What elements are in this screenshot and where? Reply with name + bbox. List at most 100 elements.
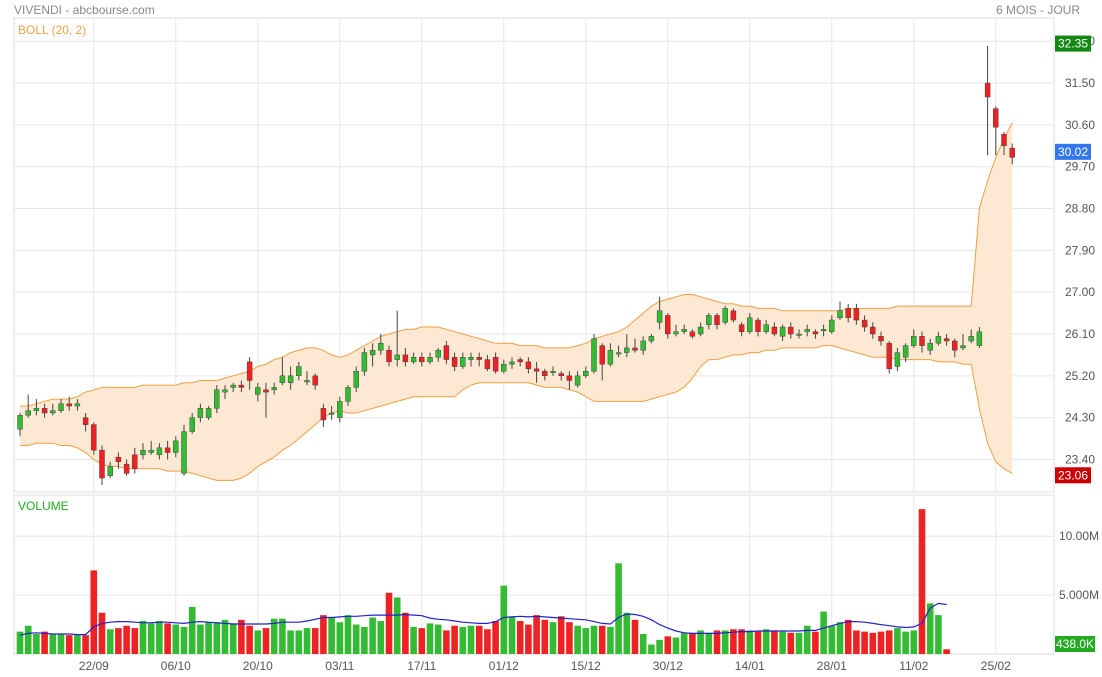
volume-bar (533, 615, 540, 654)
candle-body (33, 408, 40, 411)
volume-bar (639, 633, 647, 654)
candle-body (353, 370, 359, 388)
candle-body (1001, 133, 1007, 146)
volume-bar (754, 631, 762, 654)
price-tick-label: 27.00 (1065, 285, 1095, 299)
volume-bar (631, 619, 639, 654)
volume-bar (943, 649, 950, 654)
candle-body (697, 326, 704, 335)
volume-bar (139, 621, 147, 654)
last-price-tag: 30.02 (1058, 145, 1088, 159)
candle-body (197, 408, 204, 418)
volume-bar (344, 615, 352, 654)
volume-bar (721, 630, 729, 654)
candle-body (870, 326, 876, 335)
candle-body (681, 329, 687, 332)
price-tick-label: 31.50 (1065, 76, 1095, 90)
candle-body (968, 336, 974, 342)
candle-body (615, 352, 622, 355)
candle-body (747, 317, 753, 332)
candle-body (476, 357, 482, 360)
candle-body (386, 350, 392, 363)
candle-body (689, 331, 696, 337)
candle-body (140, 449, 146, 456)
chart-title: VIVENDI - abcbourse.com (14, 3, 155, 17)
candle-body (861, 319, 868, 328)
candle-body (665, 315, 671, 335)
volume-bar (541, 619, 549, 654)
volume-bar (516, 621, 524, 654)
candle-body (517, 359, 523, 363)
volume-bar (738, 629, 745, 654)
volume-bar (90, 570, 98, 654)
volume-bar (607, 626, 614, 654)
candle-body (894, 352, 901, 367)
candle-body (911, 336, 917, 346)
volume-bar (877, 631, 885, 654)
candle-body (410, 357, 417, 363)
candle-body (935, 336, 942, 344)
candle-body (624, 347, 630, 353)
candle-body (246, 361, 253, 381)
volume-bar (98, 612, 106, 654)
x-tick-label: 30/12 (653, 659, 683, 673)
x-tick-label: 28/01 (817, 659, 847, 673)
volume-bar (115, 628, 122, 654)
candle-body (123, 463, 130, 474)
candle-body (820, 329, 827, 332)
candle-body (50, 410, 56, 414)
candle-body (148, 449, 154, 453)
volume-bar (221, 619, 229, 654)
candle-body (796, 333, 802, 336)
candle-body (238, 384, 245, 388)
candle-body (271, 387, 277, 390)
volume-bar (131, 628, 139, 654)
candle-body (435, 350, 441, 358)
volume-bar (861, 631, 868, 654)
candle-body (255, 387, 261, 395)
candle-body (173, 440, 179, 453)
candle-body (632, 347, 638, 351)
volume-bar (869, 632, 877, 654)
volume-bar (566, 622, 573, 654)
volume-bar (197, 624, 204, 654)
candle-body (788, 326, 794, 335)
volume-bar (803, 625, 811, 654)
candle-body (345, 387, 351, 402)
volume-bar (156, 621, 163, 654)
volume-bar (844, 619, 852, 654)
candle-body (927, 343, 933, 351)
volume-bar (582, 628, 590, 654)
candle-body (296, 366, 302, 377)
volume-bar (492, 621, 499, 654)
volume-bar (590, 625, 598, 654)
period-label: 6 MOIS - JOUR (995, 3, 1080, 17)
volume-bar (467, 625, 475, 654)
candle-body (91, 424, 97, 451)
volume-bar (557, 616, 565, 654)
volume-bar (57, 633, 65, 654)
volume-bar (484, 629, 491, 654)
volume-bar (918, 509, 926, 654)
candle-body (402, 354, 409, 363)
candle-body (525, 361, 532, 370)
x-tick-label: 11/02 (899, 659, 928, 673)
last-volume-tag: 438.0K (1056, 637, 1094, 651)
candle-body (287, 375, 294, 383)
candle-body (451, 357, 458, 367)
volume-average-line (19, 602, 947, 636)
volume-bar (361, 626, 368, 654)
price-tick-label: 29.70 (1065, 160, 1095, 174)
candle-body (853, 308, 860, 321)
volume-bar (74, 633, 81, 654)
volume-bar (451, 625, 458, 654)
volume-bar (689, 632, 696, 654)
volume-bar (434, 624, 442, 654)
candle-body (337, 401, 343, 418)
x-tick-label: 14/01 (735, 659, 765, 673)
volume-bar (615, 563, 622, 654)
candle-body (993, 108, 999, 128)
candle-body (730, 310, 737, 321)
candle-body (369, 350, 376, 356)
